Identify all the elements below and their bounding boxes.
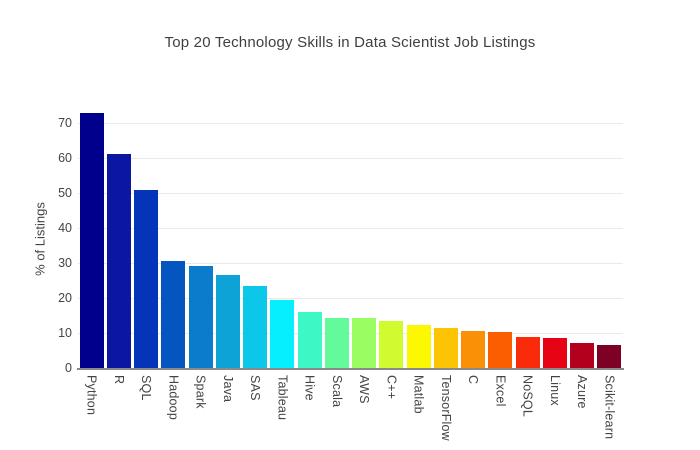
plot-area[interactable] [78,100,623,368]
gridline-50 [78,193,623,195]
x-tick-label-scala: Scala [329,375,344,408]
gridline-60 [78,158,623,160]
bar-sql[interactable] [134,189,159,368]
bar-c-[interactable] [379,321,404,368]
bar-excel[interactable] [488,331,513,368]
chart-title: Top 20 Technology Skills in Data Scienti… [164,34,536,51]
x-tick-label-spark: Spark [193,375,208,409]
x-tick-label-hive: Hive [302,375,317,401]
gridline-10 [78,333,623,335]
bar-scikit-learn[interactable] [597,344,622,368]
x-tick-label-tableau: Tableau [275,375,290,421]
bar-r[interactable] [106,153,131,368]
x-tick-label-c: C [466,375,481,385]
x-tick-label-hadoop: Hadoop [166,375,181,420]
x-tick-label-linux: Linux [547,375,562,406]
bar-java[interactable] [215,275,240,368]
x-tick-label-sql: SQL [139,375,154,401]
x-tick-label-tensorflow: TensorFlow [438,375,453,441]
bar-azure[interactable] [570,342,595,368]
x-tick-label-azure: Azure [575,375,590,409]
bar-linux[interactable] [542,337,567,368]
gridline-70 [78,123,623,125]
y-tick-label-30: 30 [58,255,72,270]
x-tick-label-sas: SAS [248,375,263,401]
bar-hive[interactable] [297,312,322,368]
x-tick-label-c-: C++ [384,375,399,400]
y-tick-label-20: 20 [58,290,72,305]
bar-tensorflow[interactable] [433,327,458,368]
y-tick-label-50: 50 [58,185,72,200]
x-axis-line [77,368,624,370]
bar-sas[interactable] [243,285,268,368]
bar-scala[interactable] [324,317,349,368]
gridline-30 [78,263,623,265]
bar-c[interactable] [461,330,486,368]
x-tick-label-nosql: NoSQL [520,375,535,417]
y-tick-label-40: 40 [58,220,72,235]
x-tick-label-matlab: Matlab [411,375,426,414]
x-tick-label-excel: Excel [493,375,508,407]
bar-tableau[interactable] [270,300,295,368]
x-tick-label-java: Java [220,375,235,403]
y-tick-label-0: 0 [65,360,72,375]
y-tick-label-10: 10 [58,325,72,340]
bar-python[interactable] [79,112,104,368]
bar-hadoop[interactable] [161,261,186,368]
x-tick-label-python: Python [84,375,99,416]
gridline-20 [78,298,623,300]
bar-aws[interactable] [352,318,377,368]
bar-spark[interactable] [188,266,213,368]
x-tick-label-aws: AWS [357,375,372,404]
x-tick-label-r: R [111,375,126,385]
x-tick-label-scikit-learn: Scikit-learn [602,375,617,440]
y-tick-label-60: 60 [58,150,72,165]
gridline-40 [78,228,623,230]
y-tick-label-70: 70 [58,115,72,130]
bar-matlab[interactable] [406,324,431,368]
bar-nosql[interactable] [515,337,540,368]
